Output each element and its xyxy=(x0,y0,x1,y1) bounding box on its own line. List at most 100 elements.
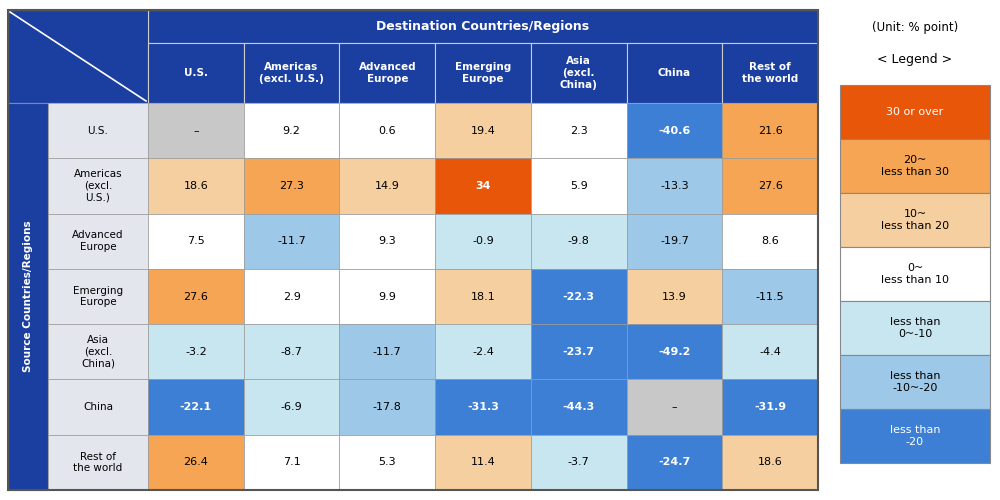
Bar xyxy=(148,434,244,490)
Bar xyxy=(627,324,722,380)
Text: –: – xyxy=(672,402,677,412)
Text: China: China xyxy=(83,402,113,412)
Text: -8.7: -8.7 xyxy=(281,347,303,357)
Bar xyxy=(840,409,990,463)
Text: -23.7: -23.7 xyxy=(563,347,595,357)
Bar xyxy=(435,43,531,103)
Bar xyxy=(48,269,148,324)
Text: Emerging
Europe: Emerging Europe xyxy=(455,62,511,84)
Bar xyxy=(244,43,339,103)
Bar xyxy=(840,139,990,193)
Text: 13.9: 13.9 xyxy=(662,292,687,302)
Bar xyxy=(627,43,722,103)
Bar xyxy=(244,380,339,434)
Bar xyxy=(148,103,244,158)
Text: < Legend >: < Legend > xyxy=(877,54,953,66)
Bar xyxy=(148,380,244,434)
Text: less than
-10~-20: less than -10~-20 xyxy=(890,371,940,393)
Bar xyxy=(148,214,244,269)
Bar xyxy=(722,43,818,103)
Bar xyxy=(148,43,244,103)
Bar xyxy=(244,158,339,214)
Text: Advanced
Europe: Advanced Europe xyxy=(72,230,124,252)
Bar xyxy=(531,269,627,324)
Text: Emerging
Europe: Emerging Europe xyxy=(73,286,123,308)
Bar xyxy=(627,103,722,158)
Text: 19.4: 19.4 xyxy=(471,126,495,136)
Bar xyxy=(48,103,148,158)
Bar xyxy=(722,214,818,269)
Bar xyxy=(627,434,722,490)
Bar xyxy=(148,269,244,324)
Text: 21.6: 21.6 xyxy=(758,126,783,136)
Bar xyxy=(840,301,990,355)
Bar xyxy=(435,103,531,158)
Text: Rest of
the world: Rest of the world xyxy=(73,452,123,473)
Bar xyxy=(627,158,722,214)
Bar xyxy=(148,324,244,380)
Text: 18.6: 18.6 xyxy=(758,458,783,468)
Text: -40.6: -40.6 xyxy=(658,126,691,136)
Bar xyxy=(339,43,435,103)
Text: 2.9: 2.9 xyxy=(283,292,301,302)
Bar xyxy=(48,434,148,490)
Text: 9.9: 9.9 xyxy=(378,292,396,302)
Text: -11.7: -11.7 xyxy=(373,347,402,357)
Bar xyxy=(148,158,244,214)
Bar xyxy=(435,214,531,269)
Bar xyxy=(339,380,435,434)
Bar xyxy=(722,434,818,490)
Text: 2.3: 2.3 xyxy=(570,126,588,136)
Bar xyxy=(48,214,148,269)
Text: 5.9: 5.9 xyxy=(570,181,588,191)
Bar xyxy=(244,103,339,158)
Text: 8.6: 8.6 xyxy=(761,236,779,246)
Text: -4.4: -4.4 xyxy=(759,347,781,357)
Text: 18.1: 18.1 xyxy=(471,292,495,302)
Bar xyxy=(435,380,531,434)
Bar xyxy=(840,355,990,409)
Bar xyxy=(435,158,531,214)
Bar xyxy=(339,214,435,269)
Text: (Unit: % point): (Unit: % point) xyxy=(872,22,958,35)
Text: -11.5: -11.5 xyxy=(756,292,784,302)
Text: -9.8: -9.8 xyxy=(568,236,590,246)
Text: 9.2: 9.2 xyxy=(283,126,301,136)
Text: 9.3: 9.3 xyxy=(378,236,396,246)
Bar xyxy=(627,269,722,324)
Text: -13.3: -13.3 xyxy=(660,181,689,191)
Text: -44.3: -44.3 xyxy=(563,402,595,412)
Bar xyxy=(435,324,531,380)
Bar xyxy=(244,214,339,269)
Bar xyxy=(339,434,435,490)
Text: –: – xyxy=(193,126,199,136)
Text: 26.4: 26.4 xyxy=(183,458,208,468)
Bar xyxy=(531,158,627,214)
Text: Asia
(excl.
China): Asia (excl. China) xyxy=(81,335,115,368)
Bar xyxy=(722,103,818,158)
Bar xyxy=(531,43,627,103)
Text: Advanced
Europe: Advanced Europe xyxy=(358,62,416,84)
Text: -3.7: -3.7 xyxy=(568,458,590,468)
Bar xyxy=(531,434,627,490)
Bar xyxy=(244,324,339,380)
Text: 30 or over: 30 or over xyxy=(886,107,944,117)
Text: 18.6: 18.6 xyxy=(183,181,208,191)
Bar xyxy=(339,103,435,158)
Bar xyxy=(435,269,531,324)
Text: less than
-20: less than -20 xyxy=(890,425,940,447)
Bar xyxy=(722,269,818,324)
Text: -3.2: -3.2 xyxy=(185,347,207,357)
Bar xyxy=(531,324,627,380)
Text: 10~
less than 20: 10~ less than 20 xyxy=(881,209,949,231)
Text: -6.9: -6.9 xyxy=(281,402,302,412)
Bar xyxy=(48,158,148,214)
Text: 14.9: 14.9 xyxy=(375,181,400,191)
Bar xyxy=(435,434,531,490)
Text: 0.6: 0.6 xyxy=(378,126,396,136)
Text: 27.6: 27.6 xyxy=(183,292,208,302)
Bar xyxy=(339,158,435,214)
Text: U.S.: U.S. xyxy=(184,68,208,78)
Text: Americas
(excl. U.S.): Americas (excl. U.S.) xyxy=(259,62,324,84)
Text: Rest of
the world: Rest of the world xyxy=(742,62,798,84)
